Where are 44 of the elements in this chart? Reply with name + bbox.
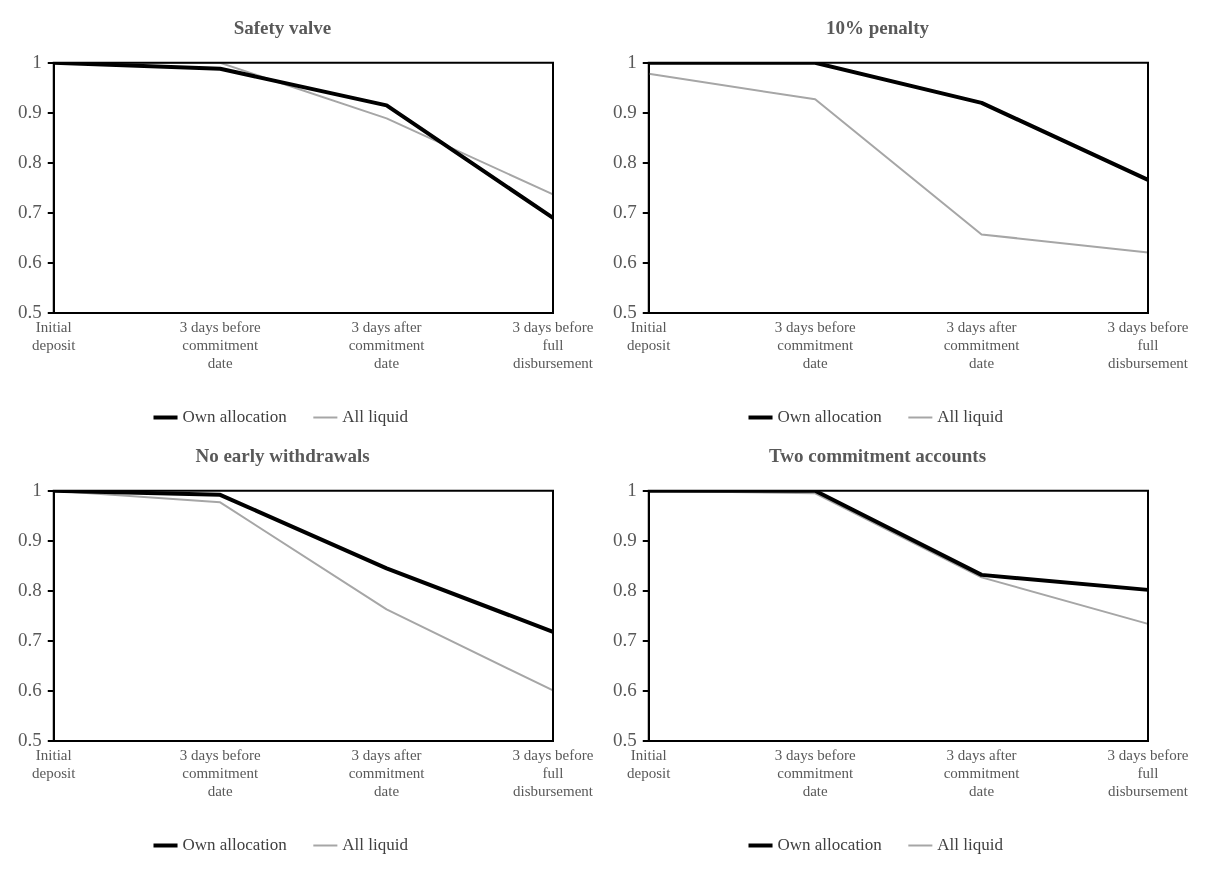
x-tick-label: 3 days before commitment date <box>774 318 856 371</box>
legend-label: All liquid <box>937 834 1004 854</box>
legend-label: All liquid <box>342 834 409 854</box>
y-tick-label: 0.7 <box>18 200 42 222</box>
y-tick-label: 0.8 <box>613 150 637 172</box>
y-tick-label: 1 <box>627 50 637 72</box>
y-tick-label: 0.6 <box>18 678 42 700</box>
y-tick-label: 0.8 <box>18 150 42 172</box>
chart-title: No early withdrawals <box>195 445 370 467</box>
y-tick-label: 0.7 <box>613 628 637 650</box>
y-tick-label: 0.9 <box>18 100 42 122</box>
legend-label: Own allocation <box>182 834 288 854</box>
y-tick-label: 0.9 <box>18 528 42 550</box>
x-tick-label: 3 days before commitment date <box>179 746 261 799</box>
chart-title: Safety valve <box>233 17 332 39</box>
y-tick-label: 0.7 <box>18 628 42 650</box>
legend-label: All liquid <box>342 406 409 426</box>
y-tick-label: 0.8 <box>613 578 637 600</box>
chart-title: Two commitment accounts <box>768 445 987 467</box>
y-tick-label: 0.8 <box>18 578 42 600</box>
y-tick-label: 1 <box>32 478 42 500</box>
x-tick-label: 3 days before full disbursement <box>1107 318 1189 371</box>
y-tick-label: 0.6 <box>613 678 637 700</box>
legend-label: Own allocation <box>777 834 883 854</box>
chart-title: 10% penalty <box>826 17 930 39</box>
y-tick-label: 1 <box>32 50 42 72</box>
x-tick-label: 3 days before commitment date <box>179 318 261 371</box>
x-tick-label: 3 days before full disbursement <box>512 746 594 799</box>
legend-label: Own allocation <box>777 406 883 426</box>
x-tick-label: 3 days after commitment date <box>348 318 426 371</box>
x-tick-label: 3 days before full disbursement <box>1107 746 1189 799</box>
legend-label: Own allocation <box>182 406 288 426</box>
x-tick-label: 3 days after commitment date <box>348 746 426 799</box>
y-tick-label: 0.9 <box>613 100 637 122</box>
x-tick-label: 3 days after commitment date <box>943 318 1021 371</box>
x-tick-label: 3 days before commitment date <box>774 746 856 799</box>
x-tick-label: 3 days before full disbursement <box>512 318 594 371</box>
y-tick-label: 0.6 <box>613 250 637 272</box>
legend-label: All liquid <box>937 406 1004 426</box>
y-tick-label: 0.7 <box>613 200 637 222</box>
x-tick-label: 3 days after commitment date <box>943 746 1021 799</box>
y-tick-label: 0.9 <box>613 528 637 550</box>
y-tick-label: 1 <box>627 478 637 500</box>
y-tick-label: 0.6 <box>18 250 42 272</box>
